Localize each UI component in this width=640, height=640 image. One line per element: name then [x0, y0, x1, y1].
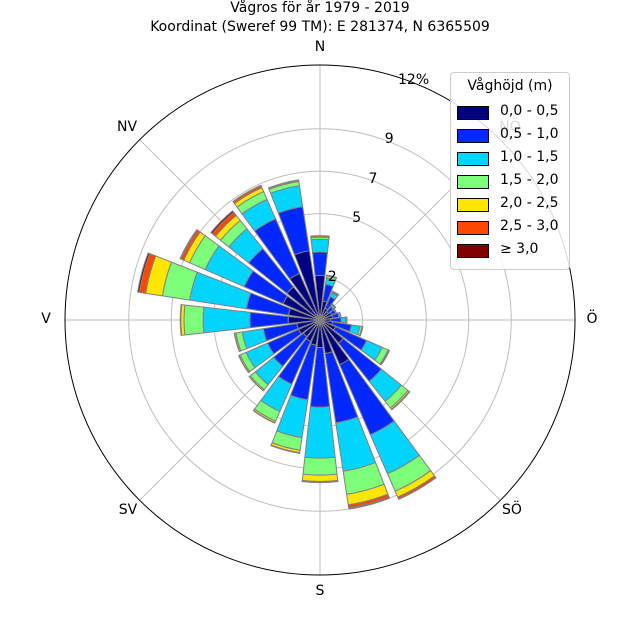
wedge-segment	[252, 409, 276, 424]
legend-title: Våghöjd (m)	[467, 78, 553, 94]
wedge-segment	[310, 235, 330, 238]
legend-label: ≥ 3,0	[500, 241, 539, 257]
wedge-segment	[397, 476, 437, 501]
wedge-segment	[232, 184, 262, 203]
legend-label: 2,0 - 2,5	[500, 195, 559, 211]
wedge-segment	[210, 210, 235, 235]
wedge-segment	[233, 332, 241, 353]
legend-swatch	[457, 221, 489, 235]
wedge-segment	[301, 473, 339, 483]
wedge-segment	[380, 349, 391, 366]
legend-label: 0,5 - 1,0	[500, 126, 559, 142]
legend-label: 0,0 - 0,5	[500, 103, 559, 119]
wedge-segment	[238, 354, 250, 374]
radial-tick-label: 2	[327, 268, 337, 285]
wedge-segment	[267, 179, 300, 189]
wedge-segment	[340, 316, 346, 324]
legend-swatch	[457, 152, 489, 166]
wedge-segment	[326, 274, 338, 279]
legend-swatch	[457, 244, 489, 258]
wedge-segment	[359, 325, 364, 337]
compass-label-nw: NV	[116, 119, 138, 135]
wedge-segment	[333, 308, 338, 314]
wedge-segment	[311, 251, 329, 277]
wedge-segment	[390, 390, 411, 411]
wedge-segment	[202, 306, 251, 334]
radial-tick-label: 9	[384, 131, 394, 148]
wedge-segment	[331, 303, 337, 309]
grid-ring	[128, 128, 512, 512]
wedge-segment	[331, 290, 340, 296]
compass-label-w: V	[41, 311, 51, 327]
legend-swatch	[457, 198, 489, 212]
wedge-segment	[302, 456, 338, 476]
chart-subtitle: Koordinat (Sweref 99 TM): E 281374, N 63…	[150, 19, 490, 35]
legend-swatch	[457, 106, 489, 120]
chart-title: Vågros för år 1979 - 2019	[230, 0, 410, 16]
radial-tick-label: 7	[368, 170, 378, 187]
compass-label-se: SÖ	[502, 502, 522, 518]
polar-frame	[64, 64, 576, 576]
wedge-segment	[179, 228, 199, 260]
wedge-segment	[301, 479, 339, 484]
wedge-segment	[345, 316, 348, 324]
legend-swatch	[457, 175, 489, 189]
wedge-segment	[310, 238, 330, 253]
radial-tick-label: 5	[352, 209, 362, 226]
compass-label-e: Ö	[586, 311, 598, 327]
wedge-segment	[137, 252, 151, 293]
wedge-segment	[348, 496, 391, 510]
wedge-segment	[337, 311, 342, 318]
compass-label-s: S	[315, 583, 325, 599]
wedge-segment	[179, 304, 183, 336]
radial-tick-label: 12%	[398, 72, 430, 89]
wedge-segment	[248, 375, 265, 392]
legend-label: 1,0 - 1,5	[500, 149, 559, 165]
compass-label-sw: SV	[118, 502, 138, 518]
wedge-segment	[270, 444, 301, 454]
wedge-segment	[183, 304, 205, 336]
legend-swatch	[457, 129, 489, 143]
wedge-segment	[304, 406, 336, 459]
legend-label: 1,5 - 2,0	[500, 172, 559, 188]
legend-label: 2,5 - 3,0	[500, 218, 559, 234]
legend: Våghöjd (m) 0,0 - 0,5 0,5 - 1,0 1,0 - 1,…	[450, 72, 570, 270]
compass-label-n: N	[314, 39, 326, 55]
